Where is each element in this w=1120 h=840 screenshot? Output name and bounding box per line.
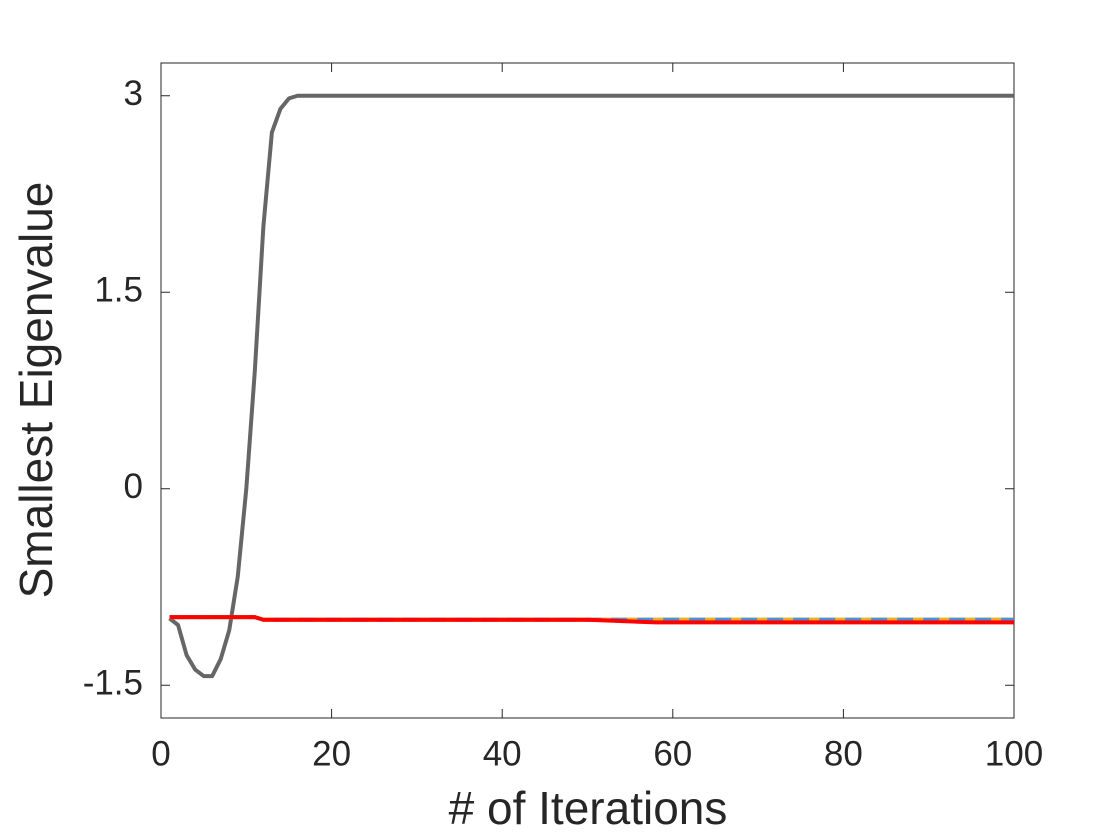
plot-box xyxy=(160,62,1015,719)
x-tick-label: 40 xyxy=(483,734,522,773)
x-axis-label: # of Iterations xyxy=(449,782,728,834)
data-line xyxy=(169,615,1014,625)
y-tick-label: 0 xyxy=(124,467,143,506)
x-tick-label: 80 xyxy=(824,734,863,773)
x-tick-label: 0 xyxy=(151,734,170,773)
data-line xyxy=(168,93,1014,679)
x-tick-label: 60 xyxy=(653,734,692,773)
y-axis-label: Smallest Eigenvalue xyxy=(10,182,62,599)
x-tick-label: 20 xyxy=(312,734,351,773)
y-tick-label: 1.5 xyxy=(94,271,143,310)
y-tick-label: 3 xyxy=(124,74,143,113)
x-tick-label: 100 xyxy=(985,734,1043,773)
y-tick-label: -1.5 xyxy=(83,664,143,703)
